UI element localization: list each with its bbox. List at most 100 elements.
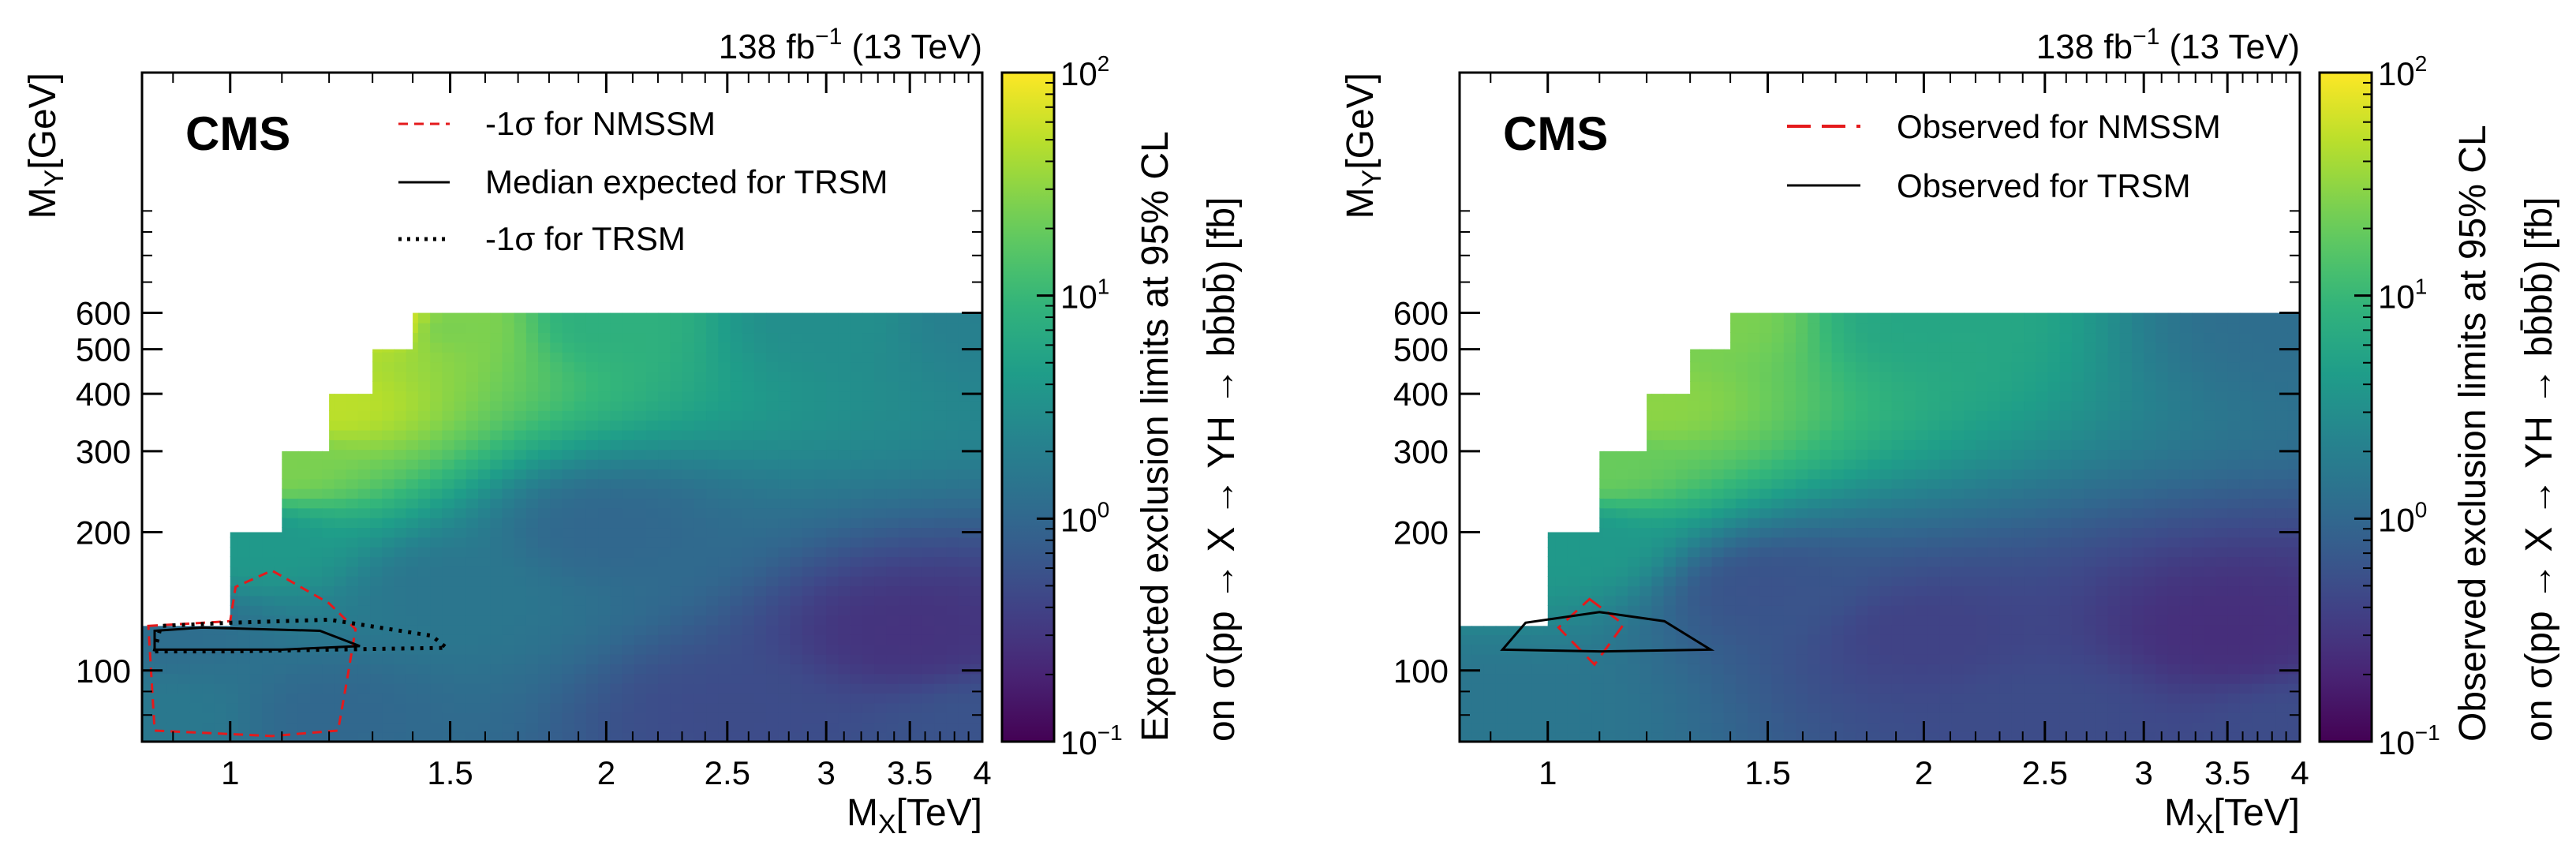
left-heatmap-cell bbox=[382, 312, 395, 323]
right-heatmap-cell bbox=[1628, 722, 1641, 733]
left-heatmap-cell bbox=[706, 693, 720, 704]
left-heatmap-cell bbox=[585, 595, 599, 606]
right-heatmap-cell bbox=[1615, 381, 1628, 392]
right-heatmap-cell bbox=[1868, 410, 1881, 421]
left-heatmap-cell bbox=[525, 332, 539, 343]
right-heatmap-cell bbox=[1843, 498, 1856, 509]
left-heatmap-cell bbox=[237, 653, 251, 664]
left-heatmap-cell bbox=[682, 702, 695, 713]
right-heatmap-cell bbox=[1543, 556, 1557, 567]
left-heatmap-cell bbox=[694, 458, 707, 469]
right-heatmap-cell bbox=[1796, 644, 1809, 655]
left-heatmap-cell bbox=[970, 381, 982, 392]
left-heatmap-cell bbox=[525, 410, 539, 421]
left-heatmap-cell bbox=[550, 644, 563, 655]
left-heatmap-cell bbox=[574, 673, 587, 684]
right-heatmap-cell bbox=[1879, 478, 1893, 489]
left-heatmap-cell bbox=[237, 546, 251, 558]
left-heatmap-cell bbox=[646, 624, 660, 635]
left-heatmap-cell bbox=[898, 673, 911, 684]
left-heatmap-cell bbox=[514, 420, 527, 431]
left-heatmap-cell bbox=[898, 410, 911, 421]
left-heatmap-cell bbox=[610, 673, 623, 684]
right-heatmap-cell bbox=[1916, 585, 1929, 596]
right-heatmap-cell bbox=[1507, 712, 1520, 724]
left-heatmap-cell bbox=[694, 342, 707, 353]
right-heatmap-cell bbox=[1831, 634, 1845, 645]
left-heatmap-cell bbox=[790, 693, 803, 704]
left-heatmap-cell bbox=[357, 693, 371, 704]
left-heatmap-cell bbox=[189, 439, 203, 451]
right-heatmap-cell bbox=[1675, 488, 1688, 499]
left-heatmap-cell bbox=[382, 644, 395, 655]
right-heatmap-cell bbox=[1723, 342, 1737, 353]
right-heatmap-cell bbox=[1460, 361, 1473, 372]
left-heatmap-cell bbox=[430, 624, 443, 635]
right-heatmap-cell bbox=[1735, 312, 1748, 323]
right-heatmap-cell bbox=[1808, 546, 1821, 558]
right-heatmap-cell bbox=[1615, 449, 1628, 460]
right-heatmap-cell bbox=[1471, 605, 1485, 616]
left-heatmap-cell bbox=[598, 644, 611, 655]
left-heatmap-cell bbox=[357, 537, 371, 548]
left-heatmap-cell bbox=[802, 488, 815, 499]
right-heatmap-cell bbox=[1723, 682, 1737, 694]
left-heatmap-cell bbox=[694, 361, 707, 372]
right-heatmap-cell bbox=[1580, 546, 1593, 558]
left-heatmap-cell bbox=[178, 546, 191, 558]
left-heatmap-cell bbox=[946, 712, 959, 724]
left-heatmap-cell bbox=[958, 351, 971, 363]
left-heatmap-cell bbox=[550, 478, 563, 489]
right-heatmap-cell bbox=[1891, 576, 1905, 587]
left-heatmap-cell bbox=[189, 653, 203, 664]
left-heatmap-cell bbox=[742, 682, 755, 694]
left-heatmap-cell bbox=[322, 585, 335, 596]
left-heatmap-cell bbox=[490, 546, 503, 558]
left-heatmap-cell bbox=[237, 391, 251, 402]
right-heatmap-cell bbox=[1831, 546, 1845, 558]
right-heatmap-cell bbox=[1615, 682, 1628, 694]
left-heatmap-cell bbox=[934, 644, 948, 655]
right-heatmap-cell bbox=[1808, 527, 1821, 538]
right-heatmap-cell bbox=[1471, 498, 1485, 509]
right-heatmap-cell bbox=[1483, 585, 1497, 596]
right-heatmap-cell bbox=[1520, 439, 1533, 451]
left-heatmap-cell bbox=[178, 664, 191, 675]
left-heatmap-cell bbox=[346, 605, 359, 616]
left-heatmap-cell bbox=[465, 458, 479, 469]
right-heatmap-cell bbox=[1483, 312, 1497, 323]
left-heatmap-cell bbox=[178, 332, 191, 343]
left-heatmap-cell bbox=[357, 595, 371, 606]
left-heatmap-cell bbox=[850, 371, 863, 382]
left-heatmap-cell bbox=[478, 488, 492, 499]
right-heatmap-cell bbox=[1723, 449, 1737, 460]
left-heatmap-cell bbox=[178, 381, 191, 392]
left-heatmap-cell bbox=[286, 429, 299, 440]
left-heatmap-cell bbox=[538, 624, 551, 635]
left-heatmap-cell bbox=[142, 507, 155, 518]
left-heatmap-cell bbox=[946, 351, 959, 363]
left-heatmap-cell bbox=[958, 371, 971, 382]
right-heatmap-cell bbox=[1675, 420, 1688, 431]
right-heatmap-cell bbox=[1927, 400, 1941, 411]
left-heatmap-cell bbox=[514, 449, 527, 460]
left-heatmap-cell bbox=[550, 576, 563, 587]
right-heatmap-cell bbox=[1711, 439, 1725, 451]
left-heatmap-cell bbox=[286, 595, 299, 606]
left-heatmap-cell bbox=[814, 712, 828, 724]
left-heatmap-cell bbox=[598, 527, 611, 538]
right-heatmap-cell bbox=[1543, 410, 1557, 421]
right-heatmap-cell bbox=[1483, 702, 1497, 713]
right-heatmap-cell bbox=[1603, 312, 1617, 323]
right-heatmap-cell bbox=[1759, 439, 1773, 451]
left-heatmap-cell bbox=[670, 731, 683, 742]
right-heatmap-cell bbox=[1543, 634, 1557, 645]
right-heatmap-cell bbox=[1460, 644, 1473, 655]
left-heatmap-cell bbox=[838, 400, 851, 411]
left-heatmap-cell bbox=[525, 381, 539, 392]
right-heatmap-cell bbox=[1927, 673, 1941, 684]
left-heatmap-cell bbox=[525, 722, 539, 733]
left-heatmap-cell bbox=[346, 381, 359, 392]
left-heatmap-cell bbox=[610, 615, 623, 626]
right-heatmap-cell bbox=[1567, 342, 1580, 353]
